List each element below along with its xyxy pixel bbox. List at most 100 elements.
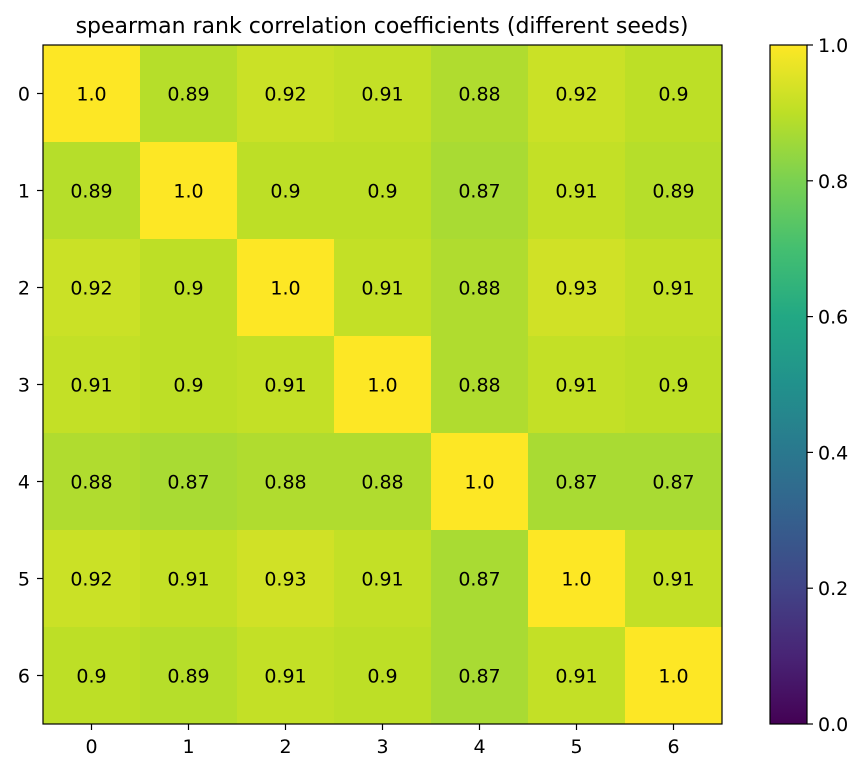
heatmap-cell: [140, 239, 238, 337]
cell-value-label: 0.91: [652, 278, 694, 300]
heatmap-cell: [625, 142, 723, 240]
heatmap-cells: [42, 44, 723, 725]
cell-value-label: 1.0: [658, 666, 688, 688]
cell-value-label: 0.91: [555, 375, 597, 397]
chart-title: spearman rank correlation coefficients (…: [76, 14, 689, 39]
cell-value-label: 0.92: [70, 569, 112, 591]
heatmap-cell: [140, 45, 238, 143]
cell-value-label: 0.9: [367, 181, 397, 203]
y-tick-label: 3: [18, 375, 30, 397]
colorbar-tick-label: 0.4: [818, 442, 848, 464]
cell-value-label: 0.87: [167, 472, 209, 494]
cell-value-label: 1.0: [561, 569, 591, 591]
x-tick-label: 4: [473, 736, 485, 758]
cell-value-label: 0.87: [458, 666, 500, 688]
heatmap-cell: [625, 530, 723, 628]
heatmap-cell: [334, 530, 432, 628]
colorbar-gradient: [769, 44, 808, 725]
heatmap-cell: [625, 239, 723, 337]
cell-value-label: 0.9: [173, 278, 203, 300]
x-tick-label: 5: [570, 736, 582, 758]
heatmap-cell: [140, 433, 238, 531]
heatmap-cell: [625, 627, 723, 725]
cell-value-label: 1.0: [173, 181, 203, 203]
y-tick-label: 0: [18, 84, 30, 106]
heatmap-cell: [431, 433, 529, 531]
heatmap-cell: [431, 336, 529, 434]
cell-value-label: 0.88: [361, 472, 403, 494]
cell-value-label: 0.91: [555, 666, 597, 688]
cell-value-label: 0.93: [264, 569, 306, 591]
cell-value-label: 0.88: [264, 472, 306, 494]
cell-value-label: 0.88: [70, 472, 112, 494]
cell-value-label: 0.9: [173, 375, 203, 397]
heatmap-cell: [237, 45, 335, 143]
cell-value-label: 1.0: [270, 278, 300, 300]
x-tick-label: 1: [182, 736, 194, 758]
heatmap-cell: [431, 627, 529, 725]
cell-value-label: 0.91: [70, 375, 112, 397]
cell-value-label: 0.89: [167, 666, 209, 688]
x-tick-label: 2: [279, 736, 291, 758]
colorbar-tick-label: 0.2: [818, 578, 848, 600]
heatmap-cell: [237, 530, 335, 628]
cell-value-label: 0.88: [458, 278, 500, 300]
x-tick-label: 6: [667, 736, 679, 758]
heatmap-cell: [43, 627, 141, 725]
heatmap-cell: [625, 433, 723, 531]
colorbar-tick-label: 0.6: [818, 307, 848, 329]
heatmap-cell: [140, 530, 238, 628]
heatmap-cell: [431, 530, 529, 628]
heatmap-cell: [43, 239, 141, 337]
cell-value-label: 0.91: [361, 84, 403, 106]
cell-value-label: 0.87: [458, 569, 500, 591]
y-tick-label: 5: [18, 569, 30, 591]
heatmap-cell: [431, 239, 529, 337]
cell-value-label: 0.91: [167, 569, 209, 591]
cell-value-label: 0.92: [555, 84, 597, 106]
cell-value-label: 0.91: [361, 278, 403, 300]
heatmap-cell: [43, 142, 141, 240]
heatmap-cell: [625, 336, 723, 434]
y-axis: 0 1 2 3 4 5 6: [18, 84, 43, 688]
heatmap-cell: [43, 336, 141, 434]
colorbar-tick-label: 0.8: [818, 171, 848, 193]
heatmap-cell: [528, 142, 626, 240]
x-tick-label: 0: [85, 736, 97, 758]
heatmap-cell: [43, 530, 141, 628]
cell-value-label: 0.88: [458, 375, 500, 397]
heatmap-cell: [140, 142, 238, 240]
cell-value-label: 0.91: [555, 181, 597, 203]
colorbar-tick-label: 0.0: [818, 714, 848, 736]
heatmap-cell-labels: 1.0 0.89 0.92 0.91 0.88 0.92 0.9 0.89 1.0 0.9 0.9 0…: [70, 84, 694, 688]
cell-value-label: 0.87: [458, 181, 500, 203]
cell-value-label: 0.9: [658, 375, 688, 397]
y-tick-label: 6: [18, 666, 30, 688]
heatmap-cell: [528, 530, 626, 628]
heatmap-cell: [334, 433, 432, 531]
heatmap-cell: [140, 336, 238, 434]
cell-value-label: 0.89: [70, 181, 112, 203]
cell-value-label: 0.91: [264, 666, 306, 688]
cell-value-label: 1.0: [367, 375, 397, 397]
heatmap-cell: [237, 433, 335, 531]
heatmap-cell: [334, 627, 432, 725]
x-tick-label: 3: [376, 736, 388, 758]
heatmap-cell: [237, 142, 335, 240]
cell-value-label: 0.88: [458, 84, 500, 106]
heatmap-cell: [140, 627, 238, 725]
heatmap-cell: [43, 433, 141, 531]
heatmap-cell: [237, 336, 335, 434]
heatmap-cell: [625, 45, 723, 143]
heatmap-cell: [334, 142, 432, 240]
heatmap-cell: [334, 336, 432, 434]
heatmap-cell: [528, 45, 626, 143]
colorbar-tick-label: 1.0: [818, 35, 848, 57]
heatmap-cell: [334, 45, 432, 143]
heatmap-cell: [43, 45, 141, 143]
cell-value-label: 0.9: [367, 666, 397, 688]
y-tick-label: 2: [18, 278, 30, 300]
y-tick-label: 1: [18, 181, 30, 203]
